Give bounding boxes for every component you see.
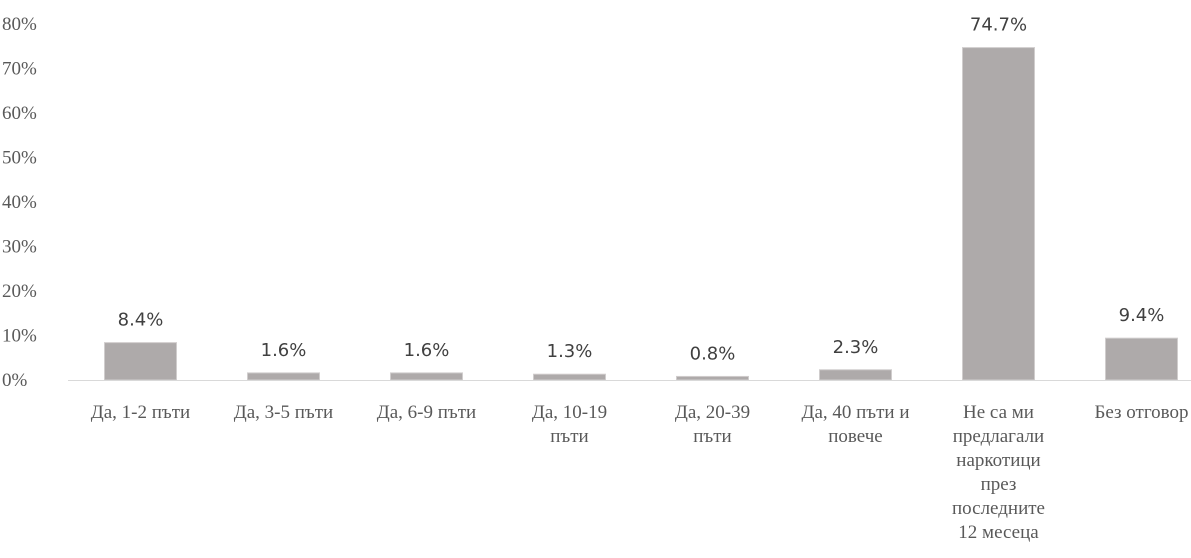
y-tick-label: 60% — [2, 103, 37, 124]
x-tick-label-line: Да, 20-39 — [675, 402, 750, 423]
y-tick-label: 40% — [2, 192, 37, 213]
data-label: 8.4% — [118, 310, 164, 331]
bar — [1105, 337, 1178, 381]
y-tick-label: 50% — [2, 148, 37, 169]
x-tick-label-line: пъти — [550, 426, 588, 447]
x-tick-label: Да, 3-5 пъти — [234, 402, 333, 423]
data-label: 1.6% — [261, 340, 307, 361]
y-tick-label: 70% — [2, 59, 37, 80]
data-label: 2.3% — [833, 337, 879, 358]
data-label: 1.3% — [547, 341, 593, 362]
bar — [247, 372, 320, 381]
x-tick-label-line: Да, 40 пъти и — [801, 402, 909, 423]
x-tick-label-line: последните — [952, 498, 1045, 519]
x-tick-label-line: Да, 6-9 пъти — [377, 402, 476, 423]
bars — [104, 47, 1178, 381]
y-tick-label: 10% — [2, 326, 37, 347]
y-tick-label: 20% — [2, 281, 37, 302]
y-tick-label: 30% — [2, 237, 37, 258]
x-tick-label-line: повече — [828, 426, 882, 447]
x-tick-label-line: Да, 3-5 пъти — [234, 402, 333, 423]
x-tick-label-line: Не са ми — [963, 402, 1034, 423]
x-tick-label-line: предлагали — [953, 426, 1044, 447]
x-tick-label: Да, 1-2 пъти — [91, 402, 190, 423]
x-tick-label-line: през — [981, 474, 1017, 495]
y-axis: 0% 10% 20% 30% 40% 50% 60% 70% 80% — [2, 14, 37, 391]
bar — [104, 342, 177, 381]
data-label: 9.4% — [1119, 305, 1165, 326]
x-tick-label: Да, 6-9 пъти — [377, 402, 476, 423]
data-labels: 8.4% 1.6% 1.6% 1.3% 0.8% 2.3% 74.7% 9.4% — [118, 15, 1165, 365]
data-label: 74.7% — [970, 15, 1027, 36]
bar — [676, 375, 749, 381]
x-axis: Да, 1-2 пъти Да, 3-5 пъти Да, 6-9 пъти Да, … — [91, 402, 1189, 543]
x-tick-label-line: Да, 10-19 — [532, 402, 607, 423]
data-label: 1.6% — [404, 340, 450, 361]
x-tick-label: Не са ми предлагали наркотици през последнит… — [952, 402, 1045, 543]
x-tick-label: Да, 40 пъти и повече — [801, 402, 909, 447]
y-tick-label: 0% — [2, 370, 28, 391]
bar — [390, 372, 463, 381]
x-tick-label-line: пъти — [693, 426, 731, 447]
y-tick-label: 80% — [2, 14, 37, 35]
bar — [819, 369, 892, 381]
x-tick-label: Да, 20-39 пъти — [675, 402, 750, 447]
data-label: 0.8% — [690, 343, 736, 364]
x-tick-label-line: наркотици — [956, 450, 1040, 471]
x-tick-label-line: Да, 1-2 пъти — [91, 402, 190, 423]
x-tick-label-line: Без отговор — [1094, 402, 1188, 423]
x-tick-label: Без отговор — [1094, 402, 1188, 423]
bar — [962, 47, 1035, 381]
x-tick-label-line: 12 месеца — [958, 522, 1039, 543]
bar — [533, 373, 606, 381]
x-tick-label: Да, 10-19 пъти — [532, 402, 607, 447]
